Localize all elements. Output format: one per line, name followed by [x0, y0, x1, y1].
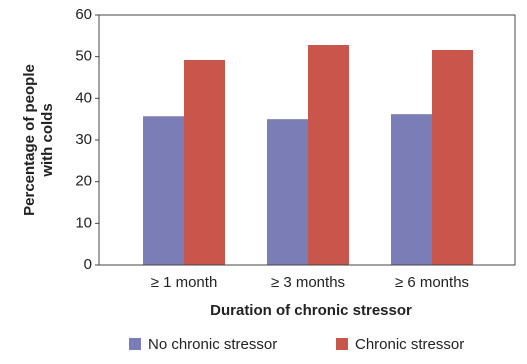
x-tick-label: ≥ 6 months [395, 274, 469, 291]
bar [432, 50, 473, 265]
bar [267, 119, 308, 266]
legend-label: No chronic stressor [148, 336, 277, 353]
y-axis-title: with colds [39, 103, 56, 177]
y-tick-label: 0 [84, 256, 92, 273]
bar [184, 60, 225, 265]
bar [308, 45, 349, 265]
x-tick-label: ≥ 3 months [271, 274, 345, 291]
legend-label: Chronic stressor [355, 336, 464, 353]
bar [391, 114, 432, 266]
y-tick-label: 30 [75, 131, 92, 148]
y-tick-label: 50 [75, 48, 92, 65]
bar [143, 116, 184, 265]
y-tick-label: 20 [75, 173, 92, 190]
x-tick-label: ≥ 1 month [151, 274, 218, 291]
y-tick-label: 10 [75, 214, 92, 231]
y-axis-title: Percentage of people [21, 64, 38, 216]
plot-frame [98, 14, 516, 266]
y-tick-label: 60 [75, 6, 92, 23]
legend-swatch [336, 338, 348, 350]
x-axis-title: Duration of chronic stressor [210, 302, 412, 319]
y-tick-label: 40 [75, 89, 92, 106]
legend-swatch [129, 338, 141, 350]
